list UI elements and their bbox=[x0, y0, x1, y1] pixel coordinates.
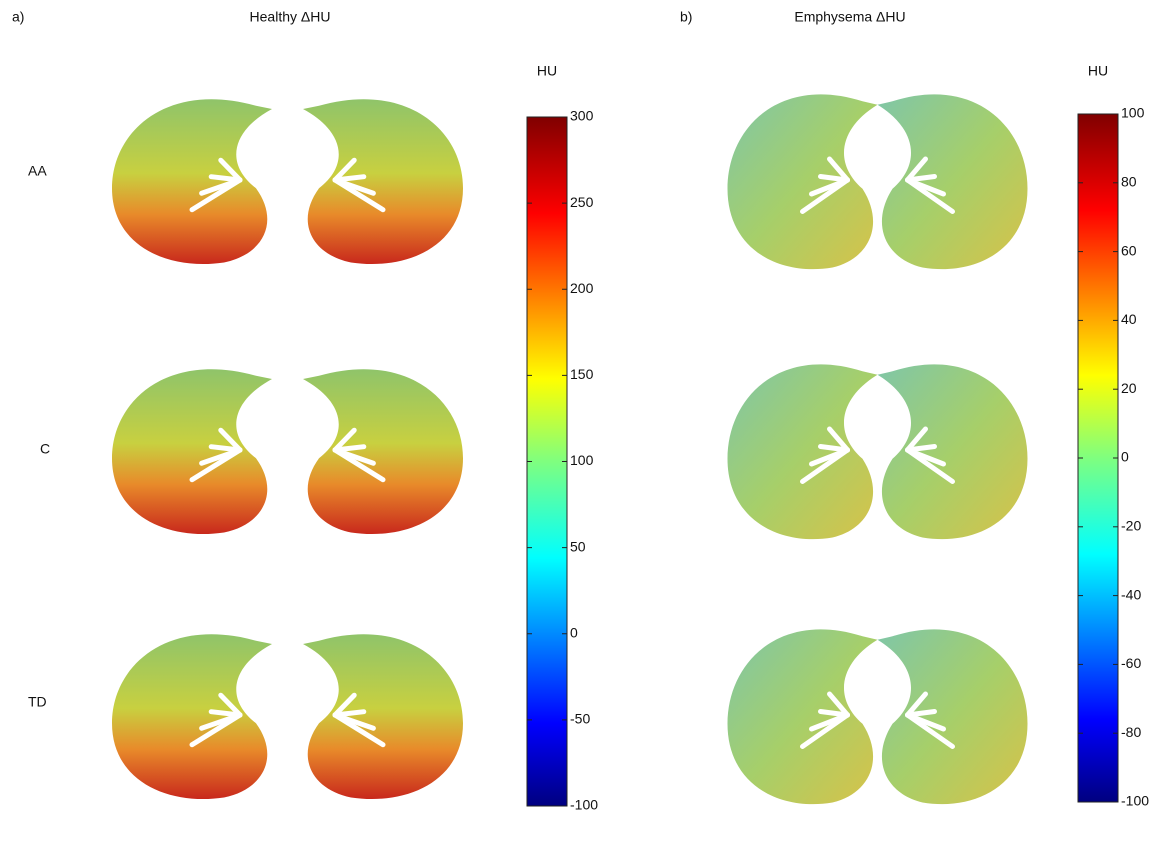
colorbar-label: HU bbox=[1088, 63, 1108, 79]
vessel bbox=[800, 712, 850, 749]
panel-title: Healthy ΔHU bbox=[250, 9, 331, 25]
vessel bbox=[905, 156, 928, 183]
vessel bbox=[218, 157, 243, 183]
vessel bbox=[332, 157, 357, 183]
lung bbox=[727, 94, 878, 270]
lung bbox=[877, 629, 1028, 805]
lung bbox=[303, 634, 463, 800]
vessel bbox=[218, 427, 243, 453]
tick-label: 150 bbox=[570, 366, 594, 382]
panel-title: Emphysema ΔHU bbox=[794, 9, 905, 25]
lung bbox=[112, 99, 272, 265]
vessel bbox=[218, 692, 243, 718]
vessel bbox=[905, 447, 955, 484]
lung bbox=[727, 364, 878, 540]
tick-label: -100 bbox=[1121, 793, 1149, 809]
vessel bbox=[905, 712, 955, 749]
lung bbox=[877, 364, 1028, 540]
vessel bbox=[332, 712, 386, 748]
vessel bbox=[332, 177, 386, 213]
vessel bbox=[189, 447, 243, 483]
colorbar bbox=[526, 116, 568, 807]
lung bbox=[303, 99, 463, 265]
vessel bbox=[332, 427, 357, 453]
tick-label: 20 bbox=[1121, 380, 1137, 396]
lung bbox=[877, 94, 1028, 270]
vessel bbox=[189, 177, 243, 213]
tick-label: -40 bbox=[1121, 586, 1141, 602]
vessel bbox=[827, 691, 850, 718]
vessel bbox=[332, 692, 357, 718]
tick-label: 80 bbox=[1121, 174, 1137, 190]
row-label: TD bbox=[28, 694, 47, 710]
lung bbox=[112, 634, 272, 800]
tick-label: 60 bbox=[1121, 242, 1137, 258]
tick-label: -50 bbox=[570, 711, 590, 727]
tick-label: -60 bbox=[1121, 655, 1141, 671]
tick-label: 300 bbox=[570, 108, 594, 124]
tick-label: 0 bbox=[1121, 449, 1129, 465]
vessel bbox=[905, 177, 955, 214]
lung bbox=[727, 629, 878, 805]
panel-label: b) bbox=[680, 9, 692, 25]
vessel bbox=[800, 177, 850, 214]
vessel bbox=[800, 447, 850, 484]
tick-label: 200 bbox=[570, 280, 594, 296]
tick-label: -20 bbox=[1121, 518, 1141, 534]
colorbar-label: HU bbox=[537, 63, 557, 79]
lung bbox=[112, 369, 272, 535]
vessel bbox=[332, 447, 386, 483]
colorbar bbox=[1077, 113, 1119, 803]
vessel bbox=[189, 712, 243, 748]
panel-label: a) bbox=[12, 9, 24, 25]
vessel bbox=[827, 156, 850, 183]
row-label: AA bbox=[28, 163, 47, 179]
tick-label: -80 bbox=[1121, 724, 1141, 740]
vessel bbox=[905, 426, 928, 453]
tick-label: -100 bbox=[570, 797, 598, 813]
tick-label: 50 bbox=[570, 538, 586, 554]
lung bbox=[303, 369, 463, 535]
tick-label: 100 bbox=[570, 452, 594, 468]
tick-label: 40 bbox=[1121, 311, 1137, 327]
vessel bbox=[827, 426, 850, 453]
row-label: C bbox=[40, 441, 50, 457]
vessel bbox=[905, 691, 928, 718]
tick-label: 250 bbox=[570, 194, 594, 210]
tick-label: 0 bbox=[570, 624, 578, 640]
tick-label: 100 bbox=[1121, 105, 1145, 121]
